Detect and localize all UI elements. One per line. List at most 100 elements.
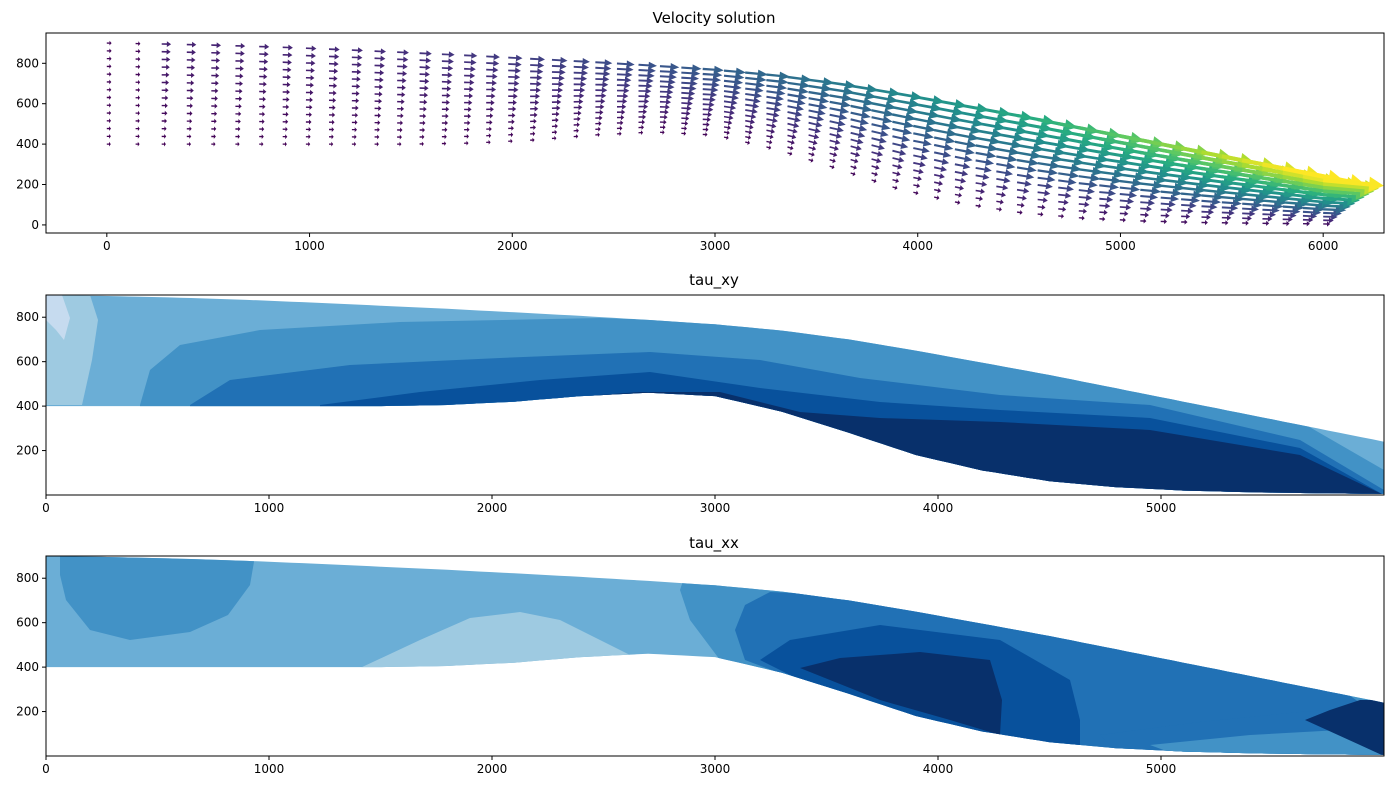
velocity-arrow xyxy=(351,90,360,97)
velocity-arrow xyxy=(829,158,836,164)
velocity-arrow xyxy=(486,119,493,125)
velocity-arrow xyxy=(329,127,335,132)
velocity-arrow xyxy=(829,132,843,139)
tau-xy-panel: tau_xy 0 1000 2000 3000 4000 5000 200 400 600 800 xyxy=(16,271,1385,515)
tau-xx-contours xyxy=(46,556,1384,755)
velocity-arrow xyxy=(1119,147,1160,160)
velocity-arrow xyxy=(305,52,316,59)
velocity-arrow xyxy=(419,92,428,98)
velocity-arrow xyxy=(681,64,702,73)
velocity-arrow xyxy=(329,119,335,125)
velocity-arrow xyxy=(1078,173,1101,182)
velocity-arrow xyxy=(892,185,898,191)
velocity-arrow xyxy=(933,106,965,117)
velocity-arrow xyxy=(1303,221,1310,227)
velocity-arrow xyxy=(829,106,850,115)
velocity-arrow xyxy=(745,129,753,135)
velocity-arrow xyxy=(486,66,499,73)
velocity-arrow xyxy=(235,111,242,117)
velocity-arrow xyxy=(954,200,961,205)
velocity-arrow xyxy=(892,120,915,129)
velocity-arrow xyxy=(329,53,340,60)
velocity-arrow xyxy=(829,119,846,127)
velocity-arrow xyxy=(1181,207,1194,215)
velocity-arrow xyxy=(723,119,733,126)
velocity-arrow xyxy=(397,120,403,126)
velocity-arrow xyxy=(259,73,268,80)
velocity-arrow xyxy=(617,109,626,115)
velocity-arrow xyxy=(464,134,469,139)
velocity-arrow xyxy=(508,67,521,74)
velocity-arrow xyxy=(551,129,558,135)
velocity-arrow xyxy=(106,110,112,116)
velocity-arrow xyxy=(745,91,763,99)
velocity-arrow xyxy=(259,134,264,139)
velocity-arrow xyxy=(595,75,610,83)
velocity-arrow xyxy=(1037,153,1064,163)
velocity-arrow xyxy=(723,93,739,101)
velocity-arrow xyxy=(996,110,1034,122)
velocity-arrow xyxy=(638,87,652,95)
velocity-arrow xyxy=(1058,199,1069,206)
velocity-arrow xyxy=(329,112,336,118)
velocity-arrow xyxy=(235,126,241,132)
velocity-arrow xyxy=(464,140,469,146)
velocity-ticks: 0 1000 2000 3000 4000 5000 6000 0 200 400 600 800 xyxy=(16,56,1338,253)
velocity-arrow xyxy=(329,68,339,74)
velocity-arrows xyxy=(106,40,1384,227)
velocity-arrow xyxy=(573,58,590,65)
velocity-arrow xyxy=(259,51,269,58)
velocity-arrow xyxy=(595,92,607,99)
velocity-arrow xyxy=(305,97,313,103)
velocity-arrow xyxy=(397,84,406,91)
velocity-arrow xyxy=(787,116,801,123)
velocity-arrow xyxy=(235,88,243,94)
velocity-arrow xyxy=(211,42,221,49)
velocity-arrow xyxy=(975,143,999,152)
velocity-arrow xyxy=(259,141,264,147)
velocity-arrow xyxy=(464,72,476,79)
x-tick-label: 1000 xyxy=(254,501,285,515)
velocity-arrow xyxy=(530,125,536,130)
velocity-arrow xyxy=(787,133,797,140)
x-tick-label: 1000 xyxy=(254,762,285,776)
velocity-arrow xyxy=(508,138,513,144)
x-tick-label: 1000 xyxy=(294,239,325,253)
y-tick-label: 400 xyxy=(16,137,39,151)
velocity-arrow xyxy=(305,104,313,110)
velocity-arrow xyxy=(850,90,877,100)
x-tick-label: 4000 xyxy=(923,501,954,515)
velocity-arrow xyxy=(211,65,220,71)
velocity-arrow xyxy=(464,127,470,133)
velocity-arrow xyxy=(351,69,362,75)
velocity-arrow xyxy=(892,98,921,108)
velocity-arrow xyxy=(954,125,982,135)
velocity-arrow xyxy=(1323,221,1331,227)
velocity-arrow xyxy=(871,164,880,170)
velocity-arrow xyxy=(486,113,494,119)
velocity-arrow xyxy=(351,141,357,147)
velocity-arrow xyxy=(638,103,649,110)
velocity-arrow xyxy=(787,104,804,112)
velocity-arrow xyxy=(787,80,811,89)
velocity-arrow xyxy=(486,93,496,99)
velocity-arrow xyxy=(1160,188,1183,197)
velocity-arrow xyxy=(329,90,337,96)
velocity-arrow xyxy=(106,64,112,69)
velocity-arrow xyxy=(745,134,752,140)
velocity-arrow xyxy=(1099,216,1106,222)
velocity-arrow xyxy=(787,98,806,106)
velocity-arrow xyxy=(211,57,221,64)
velocity-arrow xyxy=(1201,171,1240,184)
velocity-arrow xyxy=(351,76,361,82)
velocity-arrow xyxy=(305,82,314,88)
velocity-arrow xyxy=(1201,208,1214,216)
velocity-arrow xyxy=(595,87,608,94)
velocity-arrow xyxy=(808,96,830,105)
velocity-arrow xyxy=(135,41,141,46)
velocity-arrow xyxy=(486,106,494,112)
velocity-arrow xyxy=(1160,218,1167,225)
velocity-arrow xyxy=(723,135,729,140)
velocity-arrow xyxy=(551,99,562,105)
velocity-arrow xyxy=(745,97,761,104)
